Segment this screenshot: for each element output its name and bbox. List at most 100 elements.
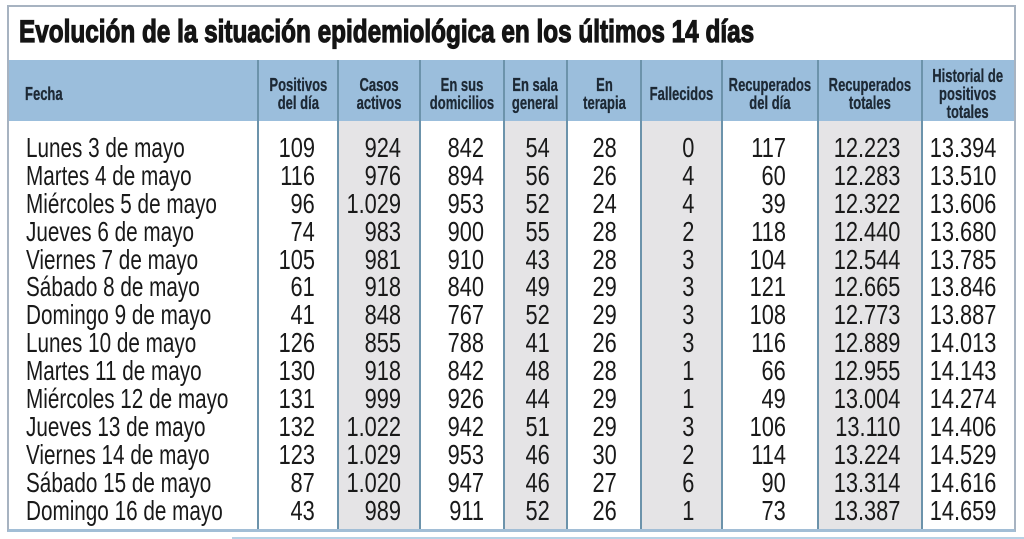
column-header-label: Casos activos <box>356 74 402 113</box>
column-header-label: Historial de positivos totales <box>932 65 1004 122</box>
cell-fallecidos: 3 <box>641 413 722 441</box>
column-header-casos-activos: Casos activos <box>338 60 420 121</box>
cell-value: Jueves 13 de mayo <box>26 410 206 442</box>
row-date: Jueves 13 de mayo <box>9 413 258 441</box>
cell-recuperados-totales: 12.440 <box>818 217 922 246</box>
cell-value: 29 <box>592 271 617 303</box>
cell-en-sala-general: 43 <box>504 245 567 274</box>
cell-value: 989 <box>364 494 401 526</box>
cell-recuperados-totales: 13.110 <box>818 413 922 441</box>
cell-en-sus-domicilios: 910 <box>420 245 504 274</box>
cell-value: 840 <box>447 271 484 303</box>
cell-value: 894 <box>447 159 484 191</box>
cell-value: 3 <box>681 299 694 331</box>
cell-recuperados-totales: 12.544 <box>818 245 922 274</box>
cell-value: 44 <box>525 383 550 415</box>
column-header-en-terapia: En terapia <box>567 60 641 121</box>
cell-value: Martes 11 de mayo <box>26 355 202 387</box>
cell-recuperados-totales: 12.889 <box>818 329 922 357</box>
cell-value: 56 <box>525 159 550 191</box>
cell-en-sala-general: 49 <box>504 273 567 301</box>
cell-value: Martes 4 de mayo <box>26 159 192 191</box>
row-date: Viernes 14 de mayo <box>9 438 258 470</box>
cell-value: 2 <box>681 438 694 470</box>
cell-en-terapia: 30 <box>567 440 641 469</box>
cell-value: 117 <box>751 132 786 163</box>
cell-value: 0 <box>681 132 694 163</box>
cell-value: 12.223 <box>833 132 900 163</box>
cell-value: 13.004 <box>833 383 900 415</box>
cell-value: 981 <box>364 243 401 275</box>
cell-value: 13.680 <box>929 215 996 247</box>
cell-positivos-del-dia: 105 <box>258 245 338 274</box>
cell-recuperados-del-dia: 116 <box>722 329 818 357</box>
epidemiology-table: Evolución de la situación epidemiológica… <box>7 5 1016 532</box>
cell-value: 848 <box>364 299 401 331</box>
cell-value: 52 <box>525 299 550 331</box>
cell-casos-activos: 1.029 <box>338 440 420 469</box>
column-header-fallecidos: Fallecidos <box>641 60 722 121</box>
cell-en-sala-general: 52 <box>504 301 567 329</box>
cell-historial-de-positivos-totales: 14.659 <box>922 496 1014 525</box>
cell-en-sala-general: 46 <box>504 440 567 469</box>
cell-value: 983 <box>364 215 401 247</box>
column-separator <box>419 60 421 529</box>
row-date: Domingo 16 de mayo <box>9 496 258 525</box>
cell-value: 12.955 <box>833 355 900 387</box>
cell-value: Sábado 8 de mayo <box>26 271 200 303</box>
cell-positivos-del-dia: 130 <box>258 357 338 385</box>
cell-value: Domingo 9 de mayo <box>26 299 212 331</box>
cell-historial-de-positivos-totales: 13.510 <box>922 159 1014 191</box>
cell-value: 14.013 <box>929 327 996 359</box>
column-header-en-sus-domicilios: En sus domicilios <box>420 60 504 121</box>
cell-value: 767 <box>447 299 484 331</box>
cell-value: 132 <box>278 410 315 442</box>
cell-value: 13.510 <box>929 159 996 191</box>
cell-fallecidos: 2 <box>641 438 722 470</box>
cell-casos-activos: 989 <box>338 494 420 526</box>
cell-en-terapia: 26 <box>567 496 641 525</box>
cell-value: Viernes 14 de mayo <box>26 438 210 470</box>
cell-value: 121 <box>749 271 786 303</box>
cell-value: 12.283 <box>833 159 900 191</box>
cell-en-sus-domicilios: 788 <box>420 329 504 357</box>
cell-value: Viernes 7 de mayo <box>26 243 199 275</box>
cell-recuperados-totales: 12.223 <box>818 134 922 162</box>
cell-value: 26 <box>592 327 617 359</box>
cell-value: 74 <box>290 215 315 247</box>
cell-en-terapia: 28 <box>567 134 641 162</box>
cell-fallecidos: 3 <box>641 273 722 301</box>
cell-value: 13.887 <box>929 299 996 331</box>
cell-value: 116 <box>280 159 315 191</box>
cell-casos-activos: 976 <box>338 161 420 190</box>
cell-value: 29 <box>592 299 617 331</box>
cell-en-terapia: 28 <box>567 245 641 274</box>
cell-recuperados-del-dia: 108 <box>722 301 818 329</box>
cell-positivos-del-dia: 123 <box>258 440 338 469</box>
cell-historial-de-positivos-totales: 13.680 <box>922 215 1014 247</box>
cell-en-sus-domicilios: 911 <box>420 496 504 525</box>
cell-historial-de-positivos-totales: 14.143 <box>922 357 1014 385</box>
cell-casos-activos: 848 <box>338 301 420 329</box>
cell-value: 41 <box>290 299 315 331</box>
cell-value: 13.394 <box>929 132 996 163</box>
table-body: Lunes 3 de mayo 109 924 842 54 28 0 117 12.223 13… <box>9 134 1014 524</box>
cell-historial-de-positivos-totales: 13.785 <box>922 245 1014 274</box>
cell-value: 14.274 <box>929 383 996 415</box>
cell-en-terapia: 24 <box>567 189 641 218</box>
column-header-positivos-del-dia: Positivos del día <box>258 60 338 121</box>
cell-en-sus-domicilios: 953 <box>420 440 504 469</box>
column-separator <box>721 60 723 529</box>
cell-en-terapia: 28 <box>567 217 641 246</box>
cell-recuperados-del-dia: 104 <box>722 245 818 274</box>
cell-value: 6 <box>681 466 694 498</box>
column-header-historial-de-positivos-totales: Historial de positivos totales <box>922 60 1014 121</box>
cell-en-terapia: 28 <box>567 357 641 385</box>
cell-recuperados-del-dia: 39 <box>722 189 818 218</box>
cell-value: 942 <box>447 410 484 442</box>
cell-positivos-del-dia: 131 <box>258 385 338 413</box>
cell-recuperados-del-dia: 60 <box>722 161 818 190</box>
cell-positivos-del-dia: 43 <box>258 496 338 525</box>
cell-casos-activos: 1.022 <box>338 413 420 441</box>
cell-en-sala-general: 46 <box>504 468 567 497</box>
